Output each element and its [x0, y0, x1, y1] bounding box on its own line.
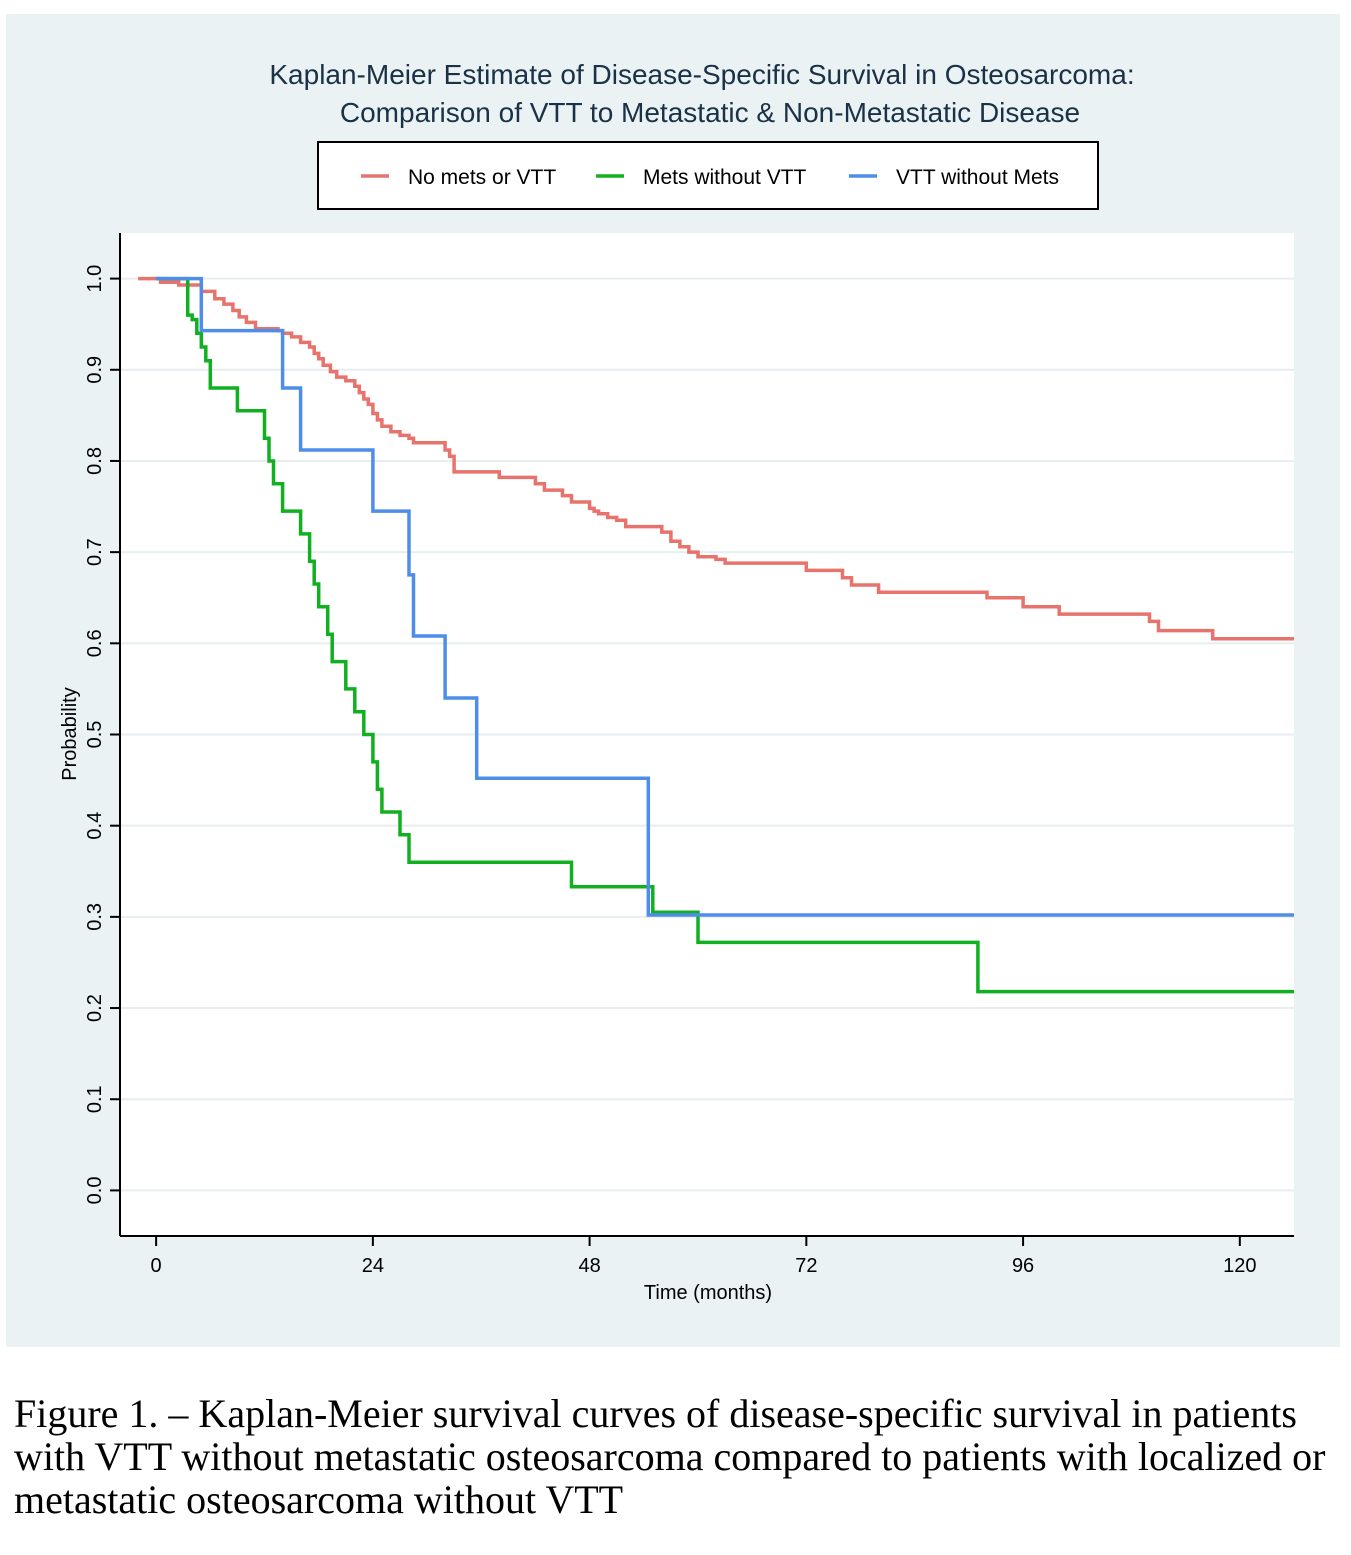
x-tick-label-5: 120 [1223, 1255, 1256, 1277]
series-line-1 [156, 276, 1294, 994]
chart-title-line-2: Comparison of VTT to Metastatic & Non-Me… [340, 97, 1080, 128]
chart-title-line-1: Kaplan-Meier Estimate of Disease-Specifi… [269, 59, 1134, 90]
x-tick-label-3: 72 [795, 1255, 817, 1277]
y-tick-label-4: 0.4 [84, 812, 106, 840]
x-tick-label-4: 96 [1012, 1255, 1034, 1277]
x-tick-label-1: 24 [362, 1255, 384, 1277]
km-chart: Kaplan-Meier Estimate of Disease-Specifi… [59, 59, 1294, 1304]
legend-label-1: Mets without VTT [643, 166, 807, 189]
legend-label-2: VTT without Mets [896, 166, 1059, 189]
x-tick-label-2: 48 [578, 1255, 600, 1277]
y-tick-label-10: 1.0 [84, 265, 106, 293]
figure-panel: Kaplan-Meier Estimate of Disease-Specifi… [6, 14, 1340, 1347]
y-tick-label-0: 0.0 [84, 1177, 106, 1205]
y-tick-label-2: 0.2 [84, 994, 106, 1022]
y-tick-label-6: 0.6 [84, 629, 106, 657]
y-tick-label-7: 0.7 [84, 538, 106, 566]
y-axis-title: Probability [59, 687, 81, 780]
legend: No mets or VTT Mets without VTT VTT withou… [317, 141, 1099, 210]
y-tick-label-3: 0.3 [84, 903, 106, 931]
series-line-0 [138, 276, 1294, 641]
figure-caption: Figure 1. – Kaplan-Meier survival curves… [14, 1391, 1326, 1522]
legend-label-0: No mets or VTT [408, 166, 556, 189]
y-tick-label-1: 0.1 [84, 1085, 106, 1113]
y-tick-label-8: 0.8 [84, 447, 106, 475]
x-tick-label-0: 0 [151, 1255, 162, 1277]
legend-box [317, 141, 1099, 210]
series-line-2 [156, 276, 1294, 917]
y-tick-label-9: 0.9 [84, 356, 106, 384]
y-tick-label-5: 0.5 [84, 721, 106, 749]
x-axis-title: Time (months) [644, 1282, 772, 1304]
